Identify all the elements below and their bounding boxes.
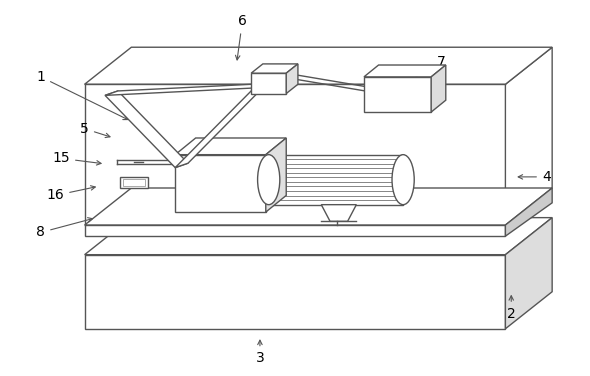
Polygon shape [364,77,431,112]
Polygon shape [506,188,552,236]
Polygon shape [175,155,266,212]
Text: 5: 5 [80,122,110,138]
Text: 4: 4 [518,170,550,184]
Polygon shape [120,177,148,188]
Text: 7: 7 [404,55,445,84]
Text: 15: 15 [53,152,101,165]
Polygon shape [251,64,298,73]
Polygon shape [84,218,552,255]
Polygon shape [84,47,552,84]
Text: 2: 2 [507,296,516,321]
Text: 8: 8 [37,218,93,240]
Polygon shape [84,188,552,225]
Polygon shape [123,179,145,186]
Polygon shape [506,218,552,329]
Polygon shape [175,83,267,168]
Text: 1: 1 [37,70,128,120]
Polygon shape [286,64,298,94]
Polygon shape [431,65,446,112]
Polygon shape [175,138,286,155]
Polygon shape [268,155,403,205]
Text: 6: 6 [235,14,247,60]
Text: 16: 16 [47,186,95,202]
Polygon shape [364,65,446,77]
Polygon shape [105,91,188,168]
Polygon shape [84,255,506,329]
Polygon shape [266,138,286,212]
Polygon shape [105,83,267,96]
Polygon shape [251,73,286,94]
Polygon shape [506,47,552,225]
Text: 3: 3 [255,340,264,365]
Polygon shape [84,225,506,236]
Polygon shape [322,205,356,221]
Ellipse shape [258,155,280,205]
Ellipse shape [392,155,414,205]
